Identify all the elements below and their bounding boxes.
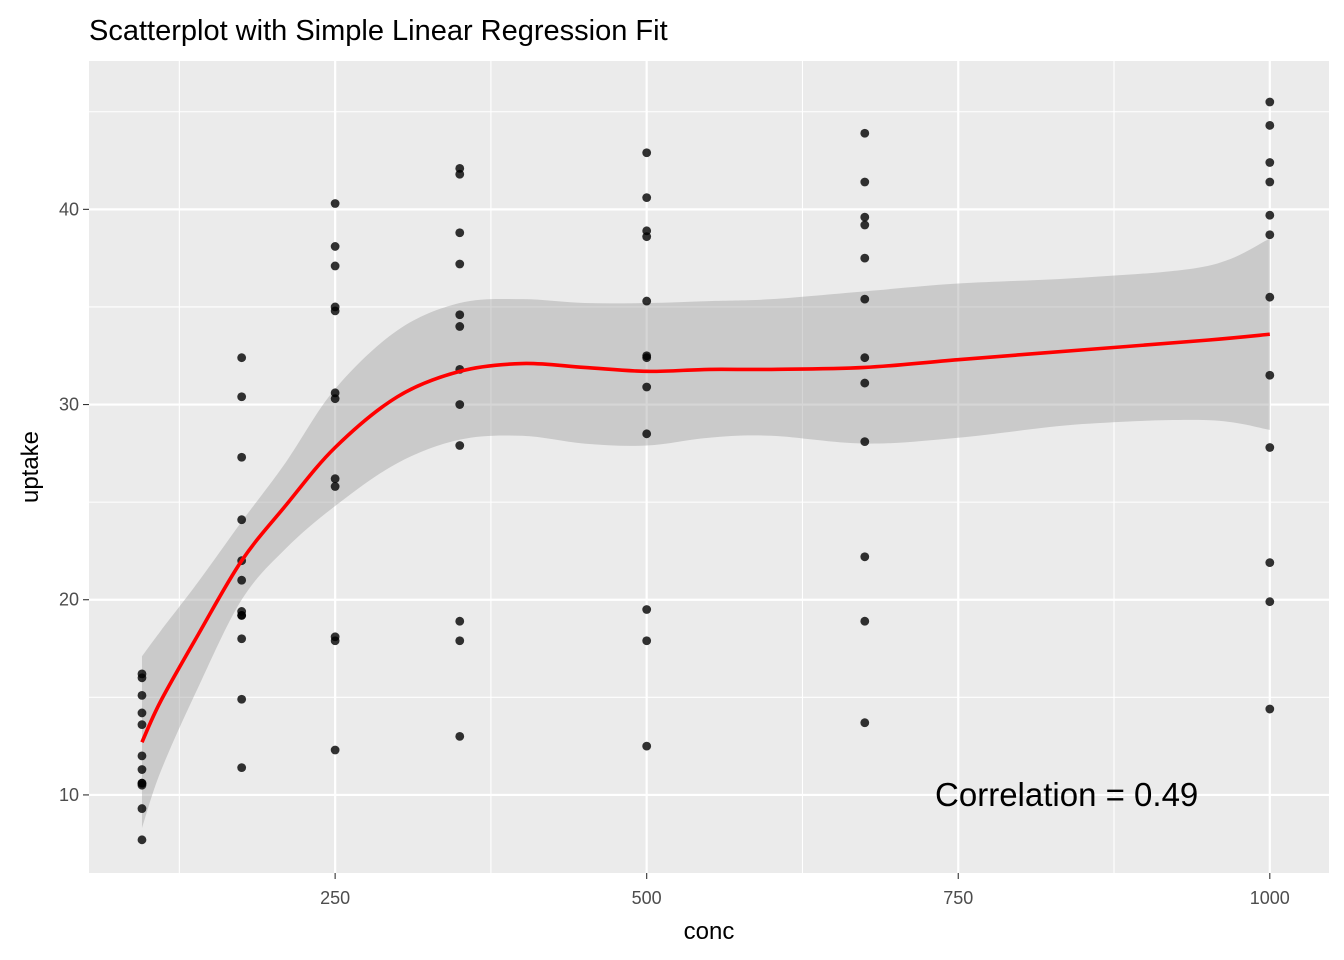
data-point: [237, 634, 247, 644]
data-point: [237, 353, 247, 363]
data-point: [1265, 292, 1275, 302]
data-point: [860, 353, 870, 363]
correlation-annotation: Correlation = 0.49: [935, 776, 1198, 813]
data-point: [137, 765, 147, 774]
data-point: [455, 228, 465, 238]
data-point: [455, 731, 465, 741]
data-point: [860, 378, 870, 388]
fit-line: [140, 332, 1270, 743]
data-point: [1265, 704, 1275, 714]
data-point: [237, 452, 247, 462]
data-point: [860, 718, 870, 728]
data-point: [642, 193, 652, 203]
data-point: [1265, 443, 1275, 452]
data-point: [237, 392, 247, 402]
data-point: [642, 148, 652, 158]
data-point: [1265, 121, 1275, 130]
y-tick-label: 20: [59, 590, 79, 610]
data-point: [330, 199, 340, 208]
x-tick-label: 250: [320, 888, 350, 908]
data-point: [137, 778, 147, 788]
data-point: [137, 669, 147, 679]
data-point: [642, 353, 652, 363]
data-point: [330, 474, 340, 484]
data-point: [330, 636, 340, 646]
data-point: [860, 437, 870, 447]
grid-major: [89, 61, 1329, 873]
data-point: [860, 253, 870, 263]
data-point: [1265, 370, 1275, 380]
data-point: [237, 610, 247, 620]
x-tick-label: 1000: [1250, 888, 1290, 908]
x-axis-ticks: 250 500 750 1000: [320, 873, 1290, 908]
data-point: [642, 296, 652, 306]
data-point: [330, 745, 340, 755]
y-axis-title: uptake: [17, 431, 44, 503]
data-point: [137, 708, 147, 718]
data-point: [1265, 177, 1275, 187]
data-point: [455, 259, 465, 269]
y-tick-label: 10: [59, 785, 79, 805]
data-point: [237, 694, 247, 704]
data-point: [137, 804, 147, 813]
data-point: [137, 690, 147, 700]
grid-minor: [89, 61, 1329, 873]
data-point: [237, 515, 247, 525]
data-point: [137, 720, 147, 730]
confidence-band-layer: [141, 238, 1270, 829]
data-point: [330, 302, 340, 312]
points-layer: [137, 97, 1275, 845]
data-point: [860, 128, 870, 138]
data-point: [642, 382, 652, 392]
data-point: [455, 441, 465, 450]
x-tick-label: 750: [943, 888, 973, 908]
x-axis-title: conc: [684, 918, 735, 945]
data-point: [330, 482, 340, 491]
y-tick-label: 30: [59, 395, 79, 415]
data-point: [860, 220, 870, 230]
data-point: [455, 636, 465, 646]
data-point: [642, 605, 652, 614]
data-point: [455, 163, 465, 173]
data-point: [1265, 210, 1275, 220]
data-point: [860, 177, 870, 187]
data-point: [455, 616, 465, 626]
data-point: [860, 616, 870, 626]
data-point: [1265, 597, 1275, 607]
data-point: [455, 322, 465, 331]
data-point: [330, 261, 340, 271]
data-point: [455, 310, 465, 320]
data-point: [642, 429, 652, 439]
data-point: [860, 212, 870, 222]
data-point: [330, 242, 340, 251]
data-point: [237, 575, 247, 585]
x-tick-label: 500: [632, 888, 662, 908]
data-point: [860, 294, 870, 304]
y-tick-label: 40: [59, 199, 79, 219]
data-point: [1265, 97, 1275, 107]
data-point: [1265, 158, 1275, 167]
data-point: [330, 388, 340, 398]
data-point: [642, 741, 652, 751]
data-point: [1265, 558, 1275, 568]
y-axis-ticks: 10 20 30 40: [59, 199, 89, 805]
fit-line-layer: [140, 332, 1270, 743]
data-point: [237, 763, 247, 772]
plot-panel: [89, 61, 1329, 873]
data-point: [455, 400, 465, 409]
data-point: [642, 636, 652, 646]
data-point: [137, 835, 147, 845]
chart-title: Scatterplot with Simple Linear Regressio…: [89, 15, 668, 47]
data-point: [1265, 230, 1275, 240]
data-point: [137, 751, 147, 761]
confidence-band: [141, 238, 1270, 829]
data-point: [642, 232, 652, 242]
data-point: [860, 552, 870, 562]
